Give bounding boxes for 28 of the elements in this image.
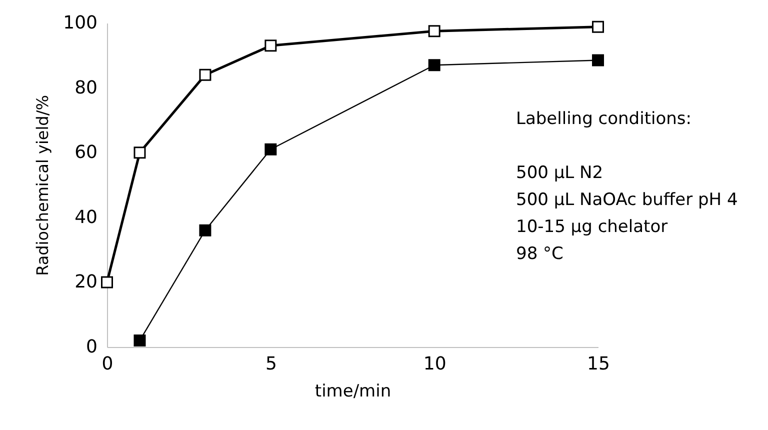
y-tick-label: 20	[74, 272, 98, 293]
point	[134, 334, 146, 347]
point	[264, 143, 277, 156]
y-axis-title: Radiochemical yield/%	[33, 95, 52, 276]
annotation: 500 μL N2	[516, 163, 604, 183]
annotation: 500 μL NaOAc buffer pH 4	[516, 190, 738, 210]
point	[428, 25, 440, 38]
point	[428, 59, 440, 72]
point	[199, 224, 212, 236]
point	[199, 68, 212, 81]
point	[101, 276, 113, 288]
y-tick-label: 40	[74, 206, 98, 228]
annotation: Labelling conditions:	[516, 109, 692, 129]
x-axis-title: time/min	[314, 382, 392, 402]
x-tick-label: 5	[265, 354, 277, 374]
point	[592, 54, 604, 66]
y-tick-label: 0	[86, 336, 98, 358]
y-tick-label: 60	[74, 142, 98, 164]
y-tick-label: 80	[74, 77, 98, 98]
point	[592, 20, 604, 33]
annotation: 98 °C	[516, 244, 564, 264]
x-tick-label: 10	[423, 354, 446, 374]
annotation: 10-15 μg chelator	[516, 217, 668, 237]
x-tick-label: 15	[587, 354, 610, 374]
x-tick-label: 0	[102, 354, 114, 374]
point	[264, 40, 277, 52]
point	[134, 146, 146, 159]
y-tick-label: 100	[63, 12, 98, 34]
